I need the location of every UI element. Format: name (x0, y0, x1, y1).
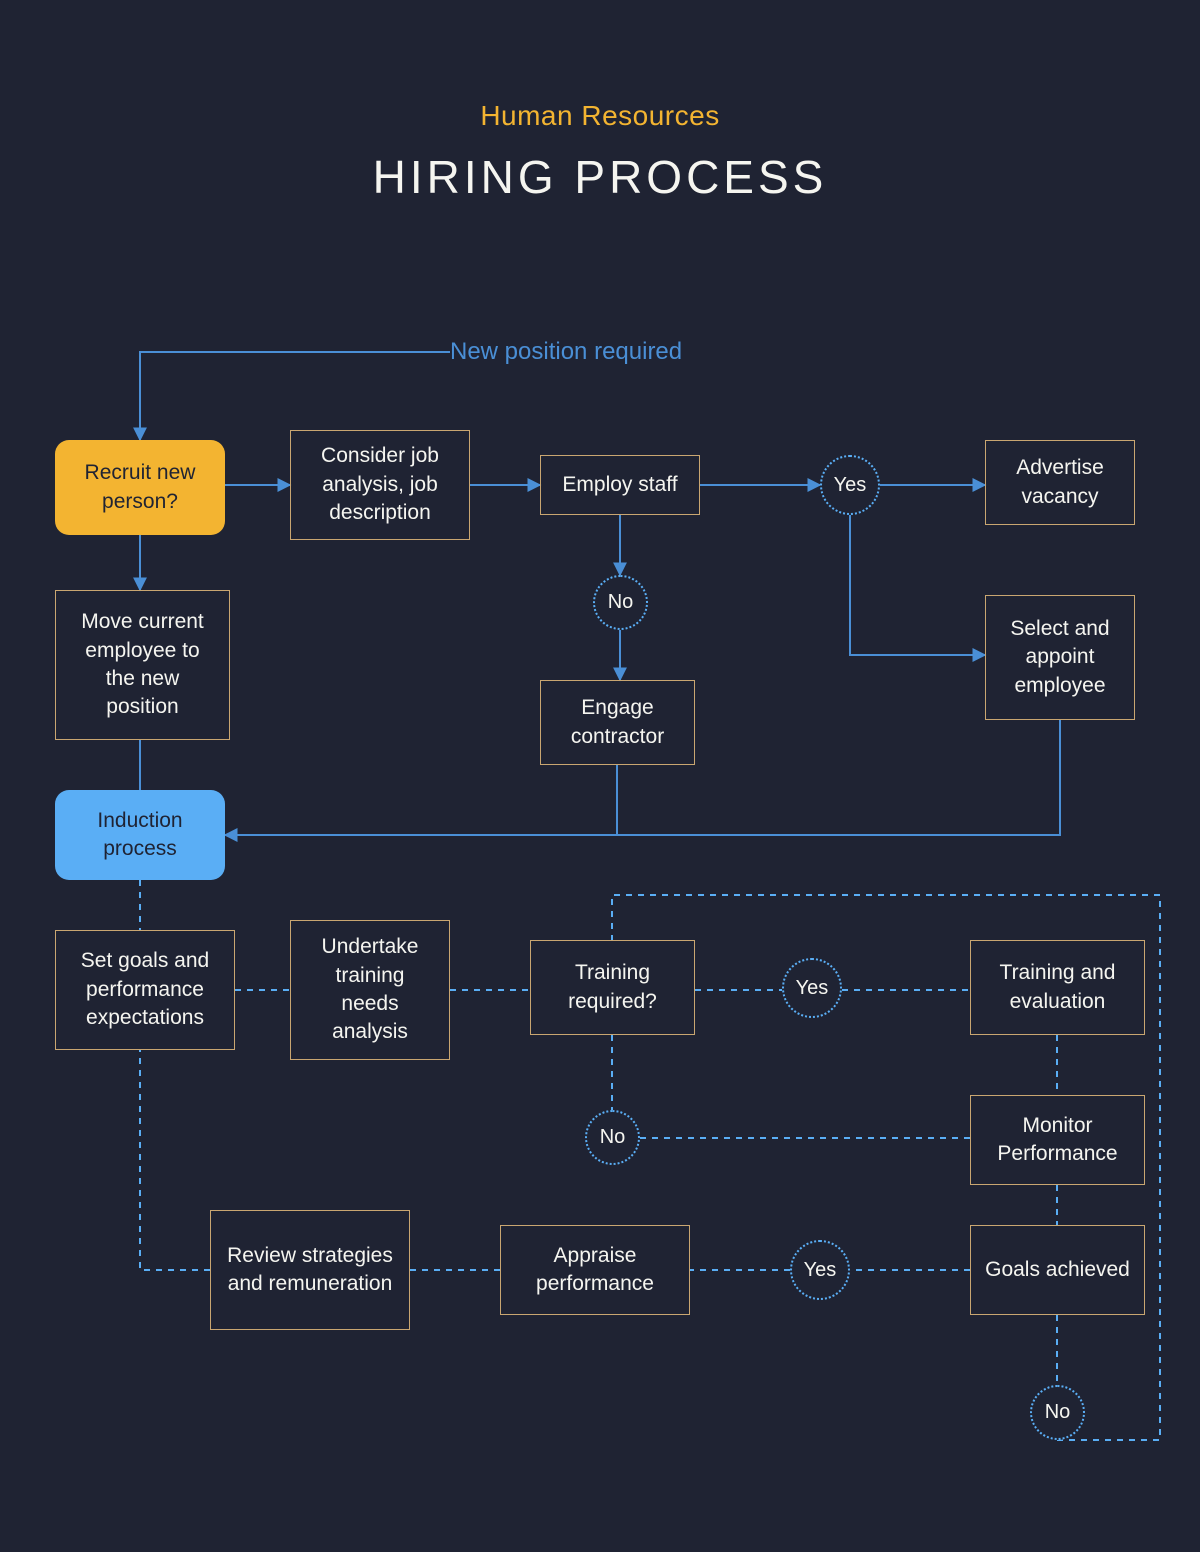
node-move: Move current employee to the new positio… (55, 590, 230, 740)
decision-no1: No (593, 575, 648, 630)
node-select: Select and appoint employee (985, 595, 1135, 720)
decision-no3: No (1030, 1385, 1085, 1440)
node-recruit: Recruit new person? (55, 440, 225, 535)
decision-yes1: Yes (820, 455, 880, 515)
node-induction: Induction process (55, 790, 225, 880)
node-monitor: Monitor Performance (970, 1095, 1145, 1185)
node-employ: Employ staff (540, 455, 700, 515)
node-training_req: Training required? (530, 940, 695, 1035)
node-setgoals: Set goals and performance expectations (55, 930, 235, 1050)
node-review: Review strategies and remuneration (210, 1210, 410, 1330)
node-undertake: Undertake training needs analysis (290, 920, 450, 1060)
decision-yes3: Yes (790, 1240, 850, 1300)
start-label: New position required (450, 338, 682, 366)
node-consider: Consider job analysis, job description (290, 430, 470, 540)
decision-no2: No (585, 1110, 640, 1165)
node-advertise: Advertise vacancy (985, 440, 1135, 525)
nodes-layer: Recruit new person? Consider job analysis… (0, 0, 1200, 1552)
decision-yes2: Yes (782, 958, 842, 1018)
node-engage: Engage contractor (540, 680, 695, 765)
node-goals: Goals achieved (970, 1225, 1145, 1315)
node-training_eval: Training and evaluation (970, 940, 1145, 1035)
node-appraise: Appraise performance (500, 1225, 690, 1315)
